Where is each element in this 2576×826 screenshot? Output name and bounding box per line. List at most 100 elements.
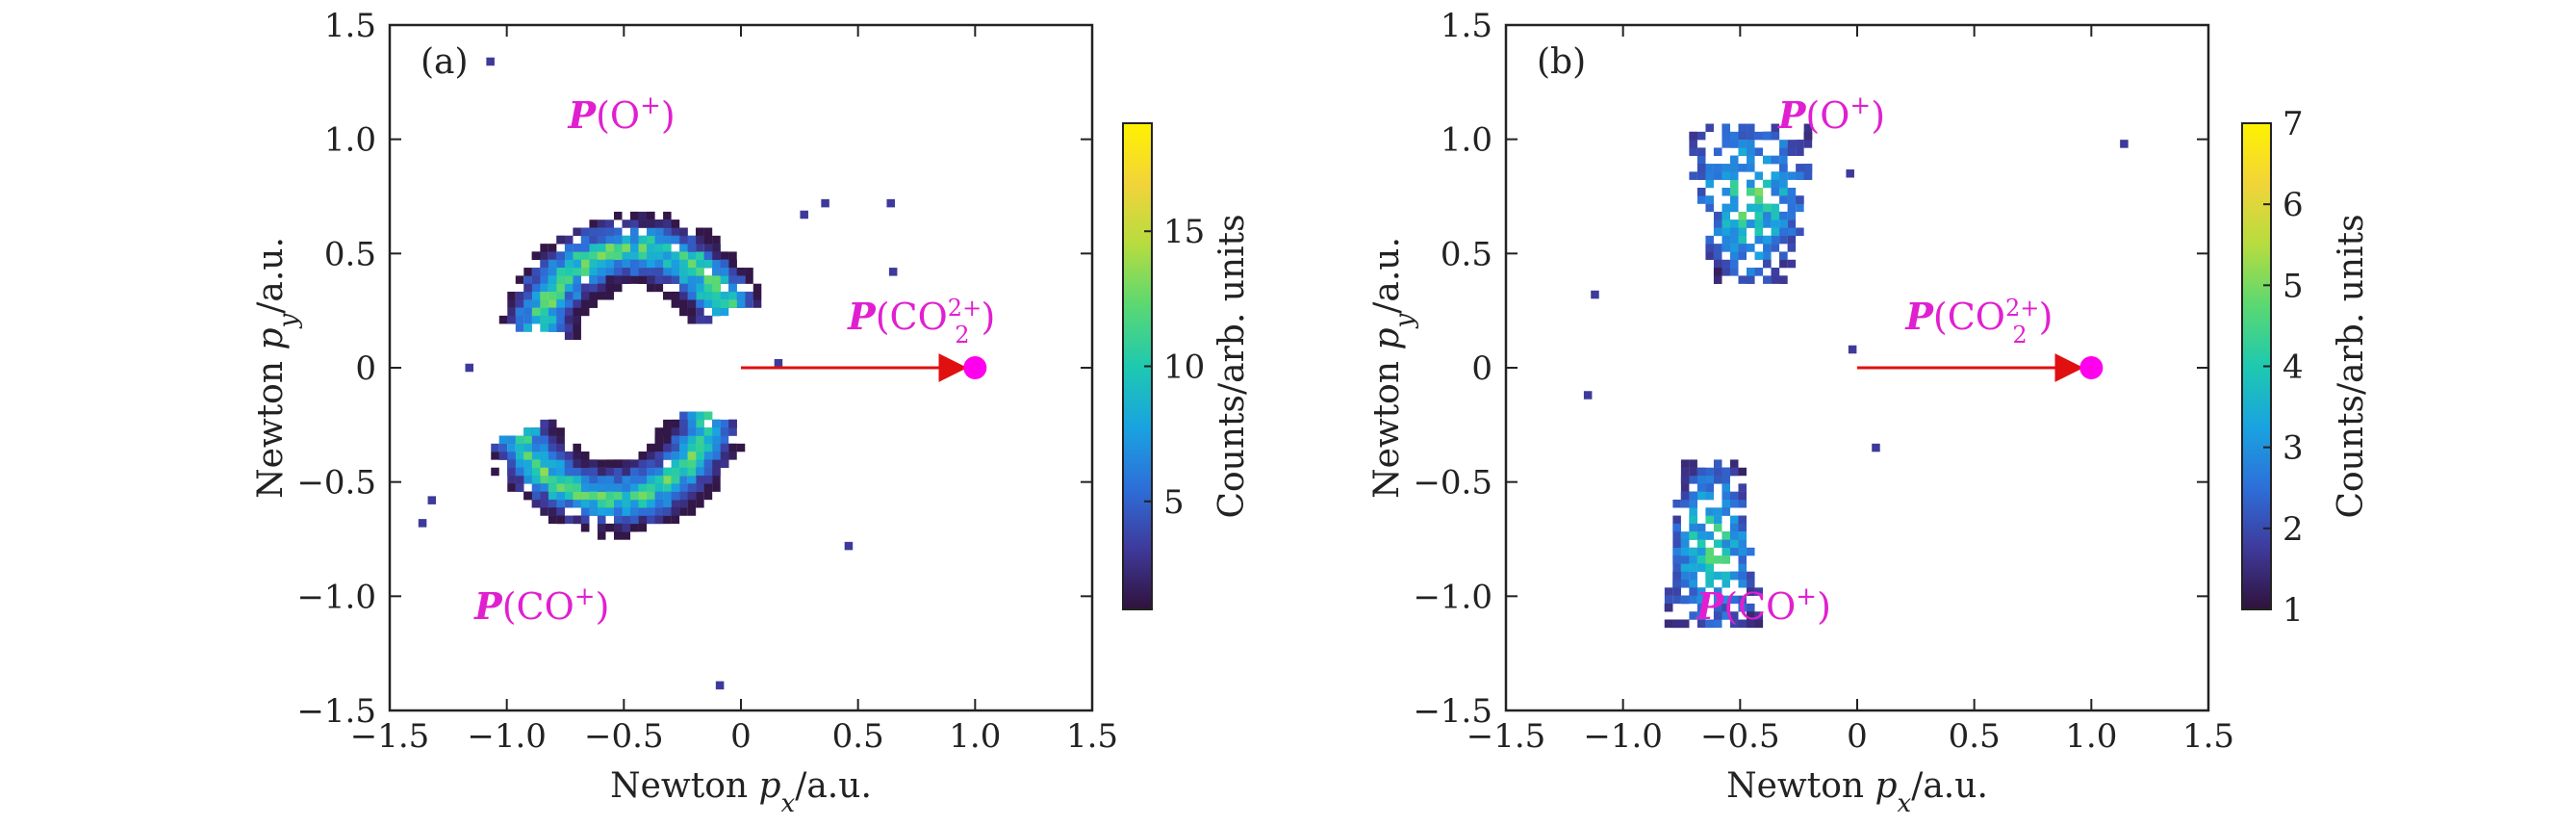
heat-cell [1696,131,1706,141]
heat-cell [671,259,680,269]
heat-cell [1754,619,1764,629]
heat-cell [597,523,606,532]
heat-cell [696,499,704,508]
heat-cell [564,483,574,492]
heat-cell [573,459,581,468]
heat-cell [1738,219,1747,228]
heat-cell [573,307,581,317]
heat-cell [1696,491,1706,501]
heat-cell [1722,531,1730,540]
heat-cell [1696,531,1706,540]
heat-cell [1729,259,1739,269]
heat-cell [556,283,565,293]
heat-cell [1705,483,1714,492]
heat-cell [507,291,516,300]
heat-cell [1672,523,1681,532]
heat-cell [573,483,581,492]
heat-cell [597,491,606,501]
heat-cell [1729,155,1739,165]
heat-cell [647,499,655,508]
heat-cell [1754,587,1764,596]
heat-cell [1729,244,1739,252]
heat-cell [1747,268,1755,276]
heat-cell [1771,219,1780,228]
heat-cell [736,443,746,452]
heat-cell [1705,467,1714,477]
heat-cell [671,483,680,492]
heat-cell [613,515,623,525]
heat-cell [679,299,688,308]
heat-cell [523,459,532,468]
heat-cell [573,443,581,452]
outlier-cell [821,198,829,208]
heat-cell [1729,595,1739,605]
heat-cell [515,459,524,468]
heat-cell [1738,555,1747,564]
heat-cell [1713,555,1722,564]
heat-cell [613,235,623,245]
heat-cell [1722,547,1730,556]
x-tick-label: −1.5 [1467,717,1546,756]
heat-cell [630,476,639,484]
heat-cell [515,452,524,460]
heat-cell [580,483,590,492]
heat-cell [548,323,557,332]
heat-cell [679,268,688,276]
heat-cell [548,476,557,484]
heat-cell [1729,515,1739,525]
heat-cell [1729,195,1739,204]
heat-cell [540,452,548,460]
heat-cell [687,507,697,516]
heat-cell [638,235,648,245]
heat-cell [622,251,631,260]
heat-cell [1779,140,1788,148]
heat-cell [1796,171,1804,180]
heat-cell [507,443,516,452]
x-tick-label: 0 [1847,717,1868,756]
heat-cell [548,483,557,492]
heat-cell [720,427,729,436]
heat-cell [679,452,688,460]
heat-cell [540,419,548,428]
heat-cell [703,411,713,421]
heat-cell [605,291,614,300]
heat-cell [638,491,648,501]
heat-cell [1672,555,1681,564]
heat-cell [663,291,672,300]
heat-cell [580,291,590,300]
heat-cell [671,443,680,452]
heat-cell [605,499,614,508]
heat-cell [573,515,581,525]
heat-cell [507,467,516,477]
heat-cell [703,315,713,324]
heat-cell [1729,235,1739,245]
heat-cell [647,491,655,501]
heat-cell [1738,275,1747,284]
heat-cell [728,419,737,428]
heat-cell [515,323,524,332]
heat-cell [589,476,598,484]
colorbar-tick-label: 4 [2283,348,2304,387]
heat-cell [1747,203,1755,213]
heatmap-cells-b [1664,123,1813,629]
heat-cell [1803,164,1813,172]
heat-cell [1787,140,1797,148]
heat-cell [703,227,713,237]
heat-cell [647,443,655,452]
heat-cell [1738,147,1747,156]
colorbar-tick-label: 10 [1163,348,1205,387]
heat-cell [712,283,721,293]
heat-cell [556,476,565,484]
heat-cell [630,244,639,252]
heat-cell [548,491,557,501]
heat-cell [1779,195,1788,204]
heat-cell [1729,140,1739,148]
heat-cell [671,491,680,501]
heat-cell [1738,531,1747,540]
heat-cell [1689,171,1697,180]
heat-cell [597,235,606,245]
heat-cell [573,499,581,508]
heat-cell [712,235,721,245]
heat-cell [531,499,541,508]
heat-cell [540,459,548,468]
